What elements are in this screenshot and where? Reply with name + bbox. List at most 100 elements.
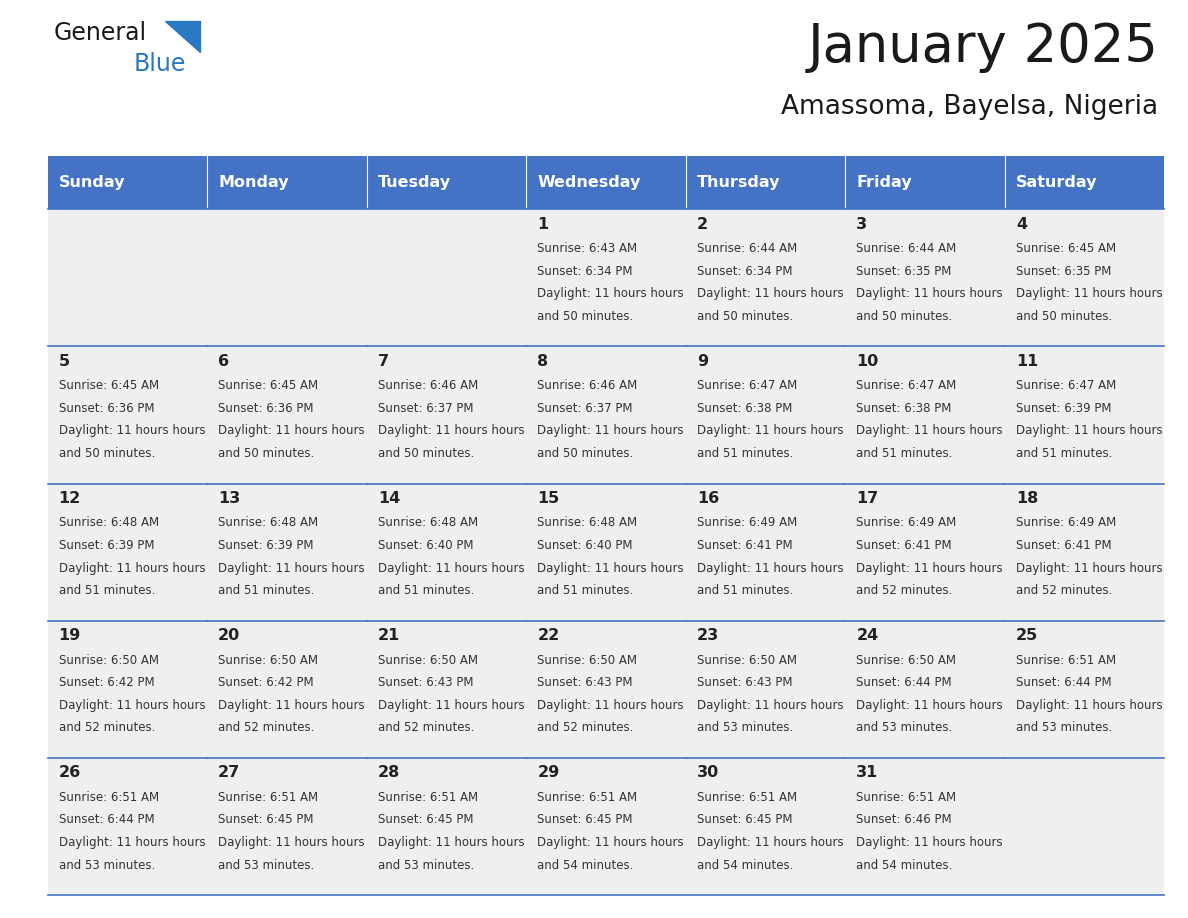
Text: Sunset: 6:45 PM: Sunset: 6:45 PM xyxy=(537,813,633,826)
Text: Amassoma, Bayelsa, Nigeria: Amassoma, Bayelsa, Nigeria xyxy=(782,95,1158,120)
Text: 17: 17 xyxy=(857,491,879,506)
Text: 28: 28 xyxy=(378,766,400,780)
Text: and 52 minutes.: and 52 minutes. xyxy=(537,722,633,734)
Text: Sunrise: 6:45 AM: Sunrise: 6:45 AM xyxy=(58,379,159,392)
Text: and 50 minutes.: and 50 minutes. xyxy=(537,310,633,323)
Text: Sunset: 6:45 PM: Sunset: 6:45 PM xyxy=(697,813,792,826)
Text: Sunset: 6:44 PM: Sunset: 6:44 PM xyxy=(857,677,952,689)
Text: 16: 16 xyxy=(697,491,719,506)
Text: and 54 minutes.: and 54 minutes. xyxy=(697,858,794,871)
Text: Monday: Monday xyxy=(219,175,289,190)
Text: 6: 6 xyxy=(219,353,229,369)
Text: Daylight: 11 hours hours: Daylight: 11 hours hours xyxy=(378,562,524,575)
Text: Sunset: 6:41 PM: Sunset: 6:41 PM xyxy=(857,539,952,552)
Text: Sunrise: 6:47 AM: Sunrise: 6:47 AM xyxy=(697,379,797,392)
Text: Sunrise: 6:44 AM: Sunrise: 6:44 AM xyxy=(697,242,797,255)
Bar xyxy=(48,484,207,621)
Text: Sunrise: 6:51 AM: Sunrise: 6:51 AM xyxy=(58,790,159,803)
Text: Daylight: 11 hours hours: Daylight: 11 hours hours xyxy=(1016,699,1163,711)
Text: Daylight: 11 hours hours: Daylight: 11 hours hours xyxy=(1016,424,1163,438)
Text: Daylight: 11 hours hours: Daylight: 11 hours hours xyxy=(378,424,524,438)
Bar xyxy=(1005,346,1164,484)
Text: Sunset: 6:43 PM: Sunset: 6:43 PM xyxy=(378,677,473,689)
Text: Daylight: 11 hours hours: Daylight: 11 hours hours xyxy=(219,836,365,849)
Bar xyxy=(685,758,845,895)
Text: Daylight: 11 hours hours: Daylight: 11 hours hours xyxy=(58,836,206,849)
Bar xyxy=(207,346,367,484)
Text: 10: 10 xyxy=(857,353,879,369)
Bar xyxy=(48,209,207,346)
Text: Sunrise: 6:46 AM: Sunrise: 6:46 AM xyxy=(537,379,638,392)
Bar xyxy=(48,346,207,484)
Bar xyxy=(207,758,367,895)
Bar xyxy=(685,209,845,346)
Bar xyxy=(48,758,207,895)
Text: Daylight: 11 hours hours: Daylight: 11 hours hours xyxy=(58,699,206,711)
Text: Sunrise: 6:49 AM: Sunrise: 6:49 AM xyxy=(857,516,956,530)
Text: and 51 minutes.: and 51 minutes. xyxy=(378,584,474,598)
Text: and 52 minutes.: and 52 minutes. xyxy=(857,584,953,598)
Text: 14: 14 xyxy=(378,491,400,506)
Text: and 51 minutes.: and 51 minutes. xyxy=(697,447,794,460)
Text: 8: 8 xyxy=(537,353,549,369)
Text: Sunset: 6:38 PM: Sunset: 6:38 PM xyxy=(697,402,792,415)
Text: 7: 7 xyxy=(378,353,388,369)
Text: Sunset: 6:35 PM: Sunset: 6:35 PM xyxy=(1016,264,1111,277)
Text: 19: 19 xyxy=(58,628,81,644)
Text: Daylight: 11 hours hours: Daylight: 11 hours hours xyxy=(857,836,1003,849)
Text: Wednesday: Wednesday xyxy=(537,175,640,190)
Bar xyxy=(685,484,845,621)
Text: 18: 18 xyxy=(1016,491,1038,506)
Text: 11: 11 xyxy=(1016,353,1038,369)
Text: Thursday: Thursday xyxy=(697,175,781,190)
Bar xyxy=(685,621,845,758)
Text: 25: 25 xyxy=(1016,628,1038,644)
Text: 13: 13 xyxy=(219,491,240,506)
Bar xyxy=(526,346,685,484)
Text: and 52 minutes.: and 52 minutes. xyxy=(1016,584,1112,598)
Text: Sunset: 6:45 PM: Sunset: 6:45 PM xyxy=(378,813,473,826)
Text: Sunset: 6:44 PM: Sunset: 6:44 PM xyxy=(58,813,154,826)
Text: and 53 minutes.: and 53 minutes. xyxy=(219,858,315,871)
Text: General: General xyxy=(53,21,146,45)
Text: Sunrise: 6:48 AM: Sunrise: 6:48 AM xyxy=(378,516,478,530)
Text: and 50 minutes.: and 50 minutes. xyxy=(857,310,953,323)
Text: and 51 minutes.: and 51 minutes. xyxy=(537,584,633,598)
Bar xyxy=(845,156,1005,209)
Text: Sunrise: 6:51 AM: Sunrise: 6:51 AM xyxy=(219,790,318,803)
Text: and 52 minutes.: and 52 minutes. xyxy=(219,722,315,734)
Bar xyxy=(845,346,1005,484)
Bar xyxy=(526,156,685,209)
Text: and 50 minutes.: and 50 minutes. xyxy=(219,447,315,460)
Text: and 52 minutes.: and 52 minutes. xyxy=(378,722,474,734)
Text: Sunrise: 6:50 AM: Sunrise: 6:50 AM xyxy=(537,654,637,666)
Text: Sunrise: 6:45 AM: Sunrise: 6:45 AM xyxy=(1016,242,1116,255)
Bar xyxy=(1005,156,1164,209)
Text: Sunset: 6:46 PM: Sunset: 6:46 PM xyxy=(857,813,952,826)
Text: January 2025: January 2025 xyxy=(808,21,1158,73)
Bar xyxy=(1005,484,1164,621)
Text: 22: 22 xyxy=(537,628,560,644)
Bar xyxy=(207,156,367,209)
Text: Daylight: 11 hours hours: Daylight: 11 hours hours xyxy=(537,424,684,438)
Text: and 50 minutes.: and 50 minutes. xyxy=(1016,310,1112,323)
Text: 5: 5 xyxy=(58,353,70,369)
Text: Sunday: Sunday xyxy=(58,175,125,190)
Text: Daylight: 11 hours hours: Daylight: 11 hours hours xyxy=(219,562,365,575)
Bar xyxy=(367,758,526,895)
Text: Daylight: 11 hours hours: Daylight: 11 hours hours xyxy=(537,836,684,849)
Text: Daylight: 11 hours hours: Daylight: 11 hours hours xyxy=(697,424,843,438)
Text: Daylight: 11 hours hours: Daylight: 11 hours hours xyxy=(537,699,684,711)
Text: Sunset: 6:36 PM: Sunset: 6:36 PM xyxy=(219,402,314,415)
Text: Saturday: Saturday xyxy=(1016,175,1098,190)
Bar xyxy=(1005,209,1164,346)
Bar xyxy=(526,209,685,346)
Bar xyxy=(207,484,367,621)
Text: and 52 minutes.: and 52 minutes. xyxy=(58,722,156,734)
Bar xyxy=(367,621,526,758)
Text: and 53 minutes.: and 53 minutes. xyxy=(857,722,953,734)
Text: Daylight: 11 hours hours: Daylight: 11 hours hours xyxy=(697,287,843,300)
Text: Sunrise: 6:48 AM: Sunrise: 6:48 AM xyxy=(537,516,638,530)
Text: Sunrise: 6:51 AM: Sunrise: 6:51 AM xyxy=(1016,654,1116,666)
Text: Daylight: 11 hours hours: Daylight: 11 hours hours xyxy=(378,699,524,711)
